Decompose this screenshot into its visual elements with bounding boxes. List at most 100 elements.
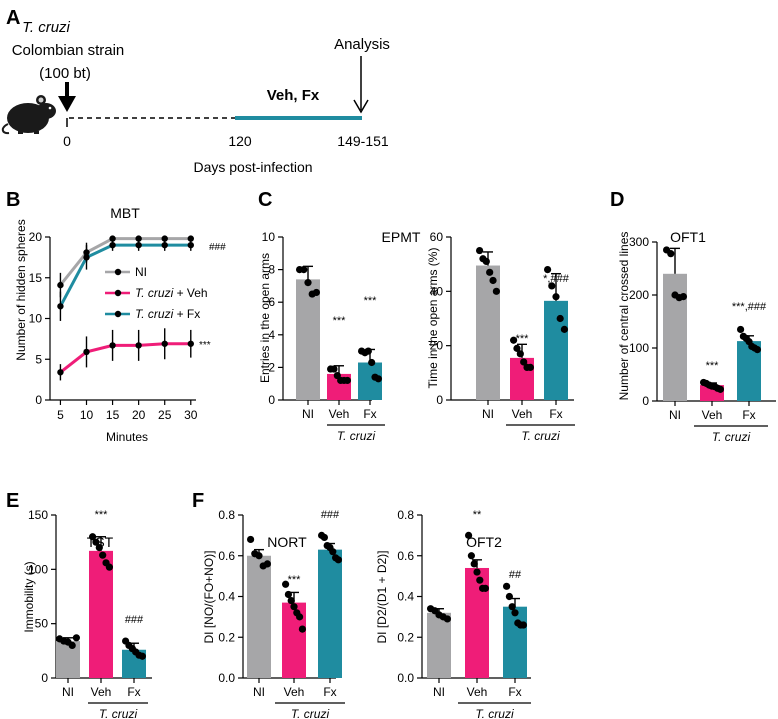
nort-xtick-label-veh: Veh [284,685,305,699]
nort-xtick-label-fx: Fx [323,685,336,699]
mbt-point-ni-3 [135,235,142,242]
oft1-xtick-label-ni: NI [669,408,681,422]
mbt-ylabel: Number of hidden spheres [14,219,28,360]
legend-ni-label: NI [135,265,147,279]
oft1-title: OFT1 [670,229,706,245]
mbt-point-fx-1 [83,254,90,261]
nort-point-veh-2 [287,596,295,605]
tst-point-veh-0 [89,533,97,541]
epmt1-point-fx-3 [368,358,376,367]
mbt-point-veh-4 [161,340,168,347]
epmt2-point-veh-5 [526,363,535,371]
tst-point-veh-2 [95,544,103,552]
infection-arrow-head [58,96,76,112]
mbt-line-veh [59,342,191,374]
epmt1-ytick-label-0: 0 [268,393,275,407]
nort-ytick-label-4: 0.8 [218,508,235,522]
oft2-bar-veh [465,567,489,678]
tst-ytick-label-0: 0 [41,671,48,685]
panel-letter-a: A [6,7,20,29]
nort-ytick-label-3: 0.6 [218,549,235,563]
mbt-xtick-label-5: 30 [184,408,198,422]
epmt2-point-fx-0 [544,266,552,274]
legend-fx-label: T. cruzi + Fx [135,307,200,321]
epmt-time-ylabel: Time in the open arms (%) [426,248,440,389]
nort-point-fx-6 [334,556,342,564]
mbt-sig-ni-fx: ### [209,242,226,253]
epmt2-bar-fx [544,300,568,400]
legend-veh-marker [114,289,122,297]
analysis-arrow-head [353,99,369,114]
oft2-point-veh-2 [470,560,478,568]
panel-f-nort-chart: NORT DI [NO/(FO+NO)] 0.0 0.2 0.4 0.6 0.8 NI Ve… [202,508,345,719]
mouse-icon [1,95,56,135]
oft2-point-fx-0 [503,582,511,590]
oft2-xtick-label-ni: NI [433,685,445,699]
mbt-point-ni-4 [161,235,168,242]
mbt-point-veh-3 [135,342,142,349]
epmt2-point-ni-0 [476,246,484,255]
mbt-point-veh-1 [83,348,90,356]
nort-point-veh-0 [282,580,290,588]
epmt2-ytick-label-2: 40 [430,284,444,298]
oft2-xtick-label-fx: Fx [508,685,521,699]
oft2-group-label: T. cruzi [475,707,514,719]
oft2-ytick-label-2: 0.4 [397,590,414,604]
mbt-point-ni-2 [109,235,116,242]
mbt-xtick-label-0: 5 [57,408,64,422]
oft2-point-ni-4 [443,615,451,623]
tst-sig-veh: *** [95,509,109,521]
nort-point-veh-5 [296,613,304,621]
epmt2-point-fx-1 [548,282,556,290]
epmt2-ytick-label-3: 60 [430,230,444,244]
tst-point-veh-3 [99,551,107,559]
panel-letter-f: F [192,490,204,512]
panel-c-epmt-entries-chart: Entries in the open arms 0 2 4 6 8 10 NI Veh ***… [258,230,385,443]
treatment-label: Veh, Fx [267,87,320,104]
legend-fx-marker [114,310,122,318]
mbt-ytick-label-1: 5 [35,352,42,366]
nort-point-fx-4 [329,548,337,556]
epmt2-ytick-label-0: 0 [436,393,443,407]
mbt-ytick-label-0: 0 [35,393,42,407]
oft2-ylabel: DI [D2/(D1 + D2)] [375,550,389,643]
epmt1-xtick-label-fx: Fx [363,407,376,421]
epmt2-xtick-label-fx: Fx [549,407,562,421]
oft2-point-fx-3 [511,609,519,617]
legend-ni-marker [114,268,122,276]
oft2-point-veh-6 [481,584,489,592]
oft1-point-ni-1 [667,250,675,258]
tst-xtick-label-ni: NI [62,685,74,699]
oft2-point-fx-6 [519,621,528,629]
mbt-point-veh-0 [57,369,64,376]
mbt-ytick-label-2: 10 [29,312,43,326]
mbt-point-ni-5 [187,235,194,242]
epmt2-point-veh-2 [516,350,524,358]
oft2-ytick-label-1: 0.2 [397,630,414,644]
mbt-xtick-label-3: 20 [132,408,146,422]
panel-letter-c: C [258,189,272,211]
oft2-bar-ni [427,612,451,678]
oft2-point-veh-1 [467,552,475,560]
epmt1-sig-veh: *** [333,315,347,327]
nort-group-label: T. cruzi [291,707,330,719]
panel-letter-d: D [610,189,624,211]
epmt1-bar-ni [296,279,320,400]
mbt-point-ni-0 [57,281,64,289]
oft1-ytick-label-2: 200 [629,288,649,302]
oft2-point-veh-0 [465,531,473,539]
panel-f-oft2-chart: OFT2 DI [D2/(D1 + D2)] 0.0 0.2 0.4 0.6 0.8 NI… [375,508,531,719]
epmt2-point-veh-0 [509,336,518,344]
oft1-ytick-label-3: 300 [629,235,649,249]
epmt2-point-fx-3 [556,314,564,323]
strain-label: Colombian strain [12,42,125,59]
nort-point-veh-6 [298,625,306,633]
day-end-label: 149-151 [337,133,389,149]
nort-point-fx-1 [320,533,328,542]
oft1-xtick-label-veh: Veh [702,408,723,422]
oft2-title: OFT2 [466,534,502,550]
oft1-ylabel: Number of central crossed lines [617,232,631,401]
tst-ytick-label-1: 50 [35,617,49,631]
epmt1-point-veh-5 [343,376,351,385]
